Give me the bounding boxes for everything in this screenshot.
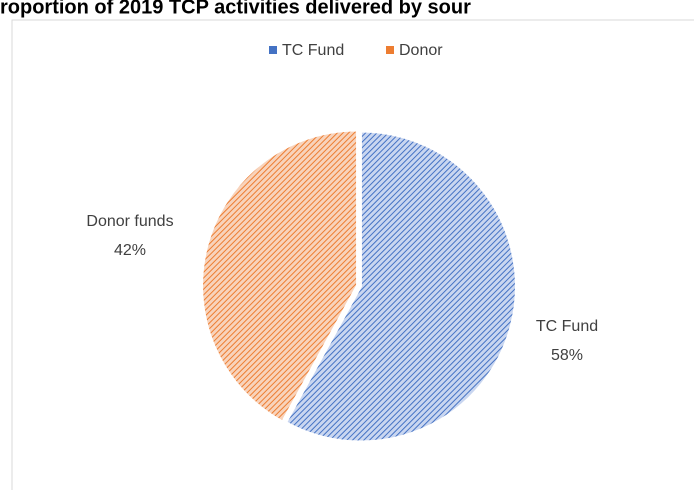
pie-slice <box>201 129 359 423</box>
chart-border <box>11 19 694 490</box>
data-label: 42% <box>114 242 146 259</box>
legend-swatch <box>386 46 394 54</box>
chart-title: roportion of 2019 TCP activities deliver… <box>0 0 471 18</box>
legend-label: Donor <box>399 42 443 59</box>
data-label: 58% <box>551 347 583 364</box>
data-label-name: TC Fund <box>536 318 598 335</box>
pie-slice <box>284 130 517 443</box>
legend-swatch <box>269 46 277 54</box>
legend-label: TC Fund <box>282 42 344 59</box>
data-label-name: Donor funds <box>86 213 173 230</box>
